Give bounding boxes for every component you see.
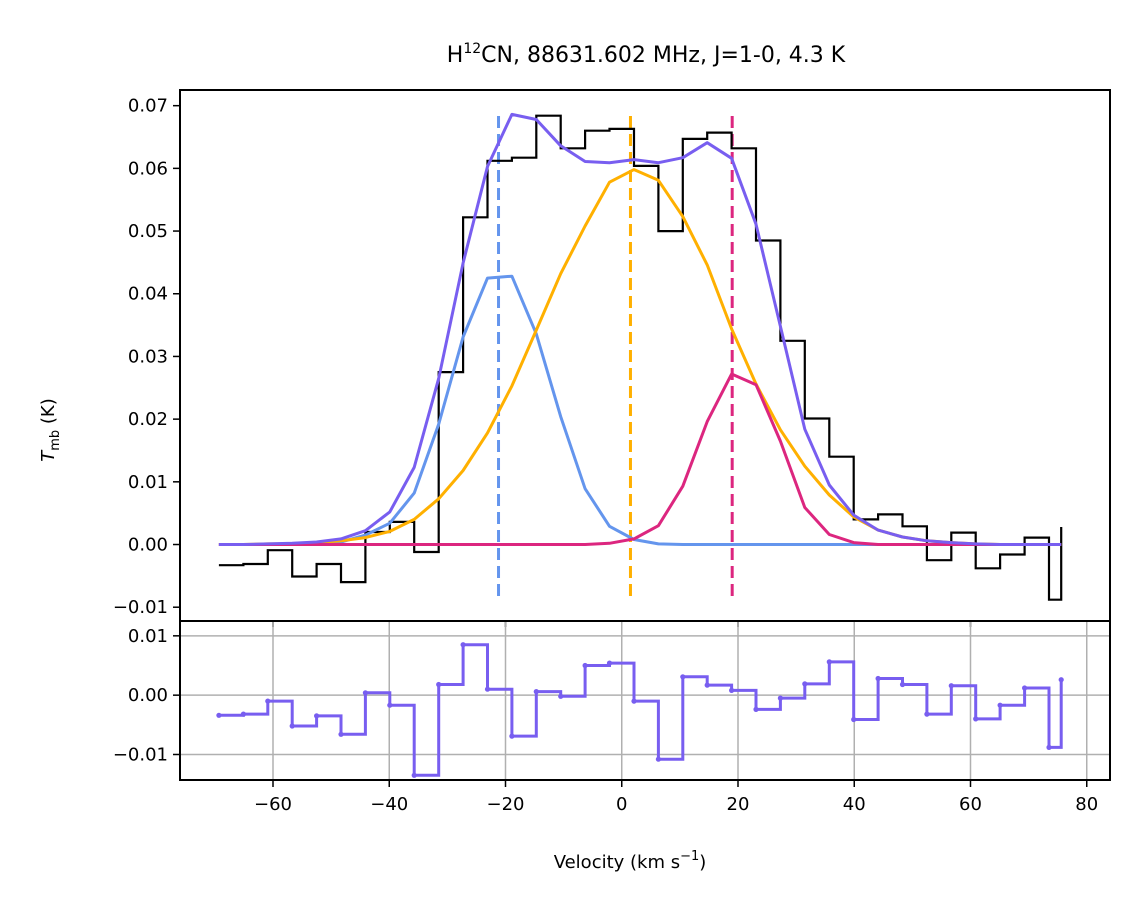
- residual-point: [899, 681, 906, 688]
- residual-y-tick-label: 0.00: [128, 685, 168, 706]
- component-3-line: [218, 372, 1062, 546]
- y-axis-label: Tmb (K): [38, 398, 63, 462]
- residual-ticks: −0.01 0.00 0.01 −60 −40 −20 0 20 40 60 80: [113, 626, 1098, 815]
- residual-point: [460, 642, 466, 648]
- x-tick-label: −20: [487, 794, 525, 815]
- center-velocity-lines: [497, 116, 734, 596]
- residual-point: [582, 662, 588, 669]
- residual-point: [875, 675, 881, 682]
- residual-point: [680, 674, 686, 680]
- top-y-tick-label: 0.04: [128, 284, 168, 305]
- residual-point: [509, 733, 515, 739]
- residual-point: [973, 716, 979, 722]
- component-1-line: [218, 274, 1062, 546]
- residual-point: [802, 681, 808, 687]
- residual-y-tick-label: 0.01: [128, 626, 168, 647]
- residual-point: [411, 772, 417, 778]
- residual-point: [631, 698, 637, 704]
- residual-point: [606, 660, 613, 666]
- top-y-tick-label: 0.03: [128, 346, 168, 367]
- residual-point: [362, 690, 368, 696]
- residual-line: [218, 643, 1063, 777]
- residual-point: [1058, 677, 1064, 683]
- top-series: [218, 112, 1063, 601]
- residual-point: [265, 698, 271, 704]
- top-panel: −0.01 0.00 0.01 0.02 0.03 0.04 0.05 0.06 0.07 Tm…: [38, 89, 1111, 627]
- x-tick-label: −40: [370, 794, 408, 815]
- residual-point: [240, 711, 246, 717]
- residual-point: [289, 723, 295, 729]
- x-tick-label: 60: [959, 794, 982, 815]
- residual-point: [729, 687, 735, 694]
- x-tick-label: 0: [616, 794, 627, 815]
- x-tick-label: 80: [1075, 794, 1098, 815]
- top-y-ticks: −0.01 0.00 0.01 0.02 0.03 0.04 0.05 0.06 0.07: [113, 96, 1088, 627]
- observed-spectrum: [218, 114, 1063, 601]
- chart-title: H12CN, 88631.602 MHz, J=1-0, 4.3 K: [447, 41, 846, 68]
- residual-y-tick-label: −0.01: [113, 744, 168, 765]
- x-tick-label: 40: [843, 794, 866, 815]
- residual-point: [484, 686, 491, 692]
- residual-point: [826, 659, 832, 665]
- residual-point: [753, 706, 759, 713]
- x-tick-label: −60: [254, 794, 292, 815]
- top-y-tick-label: 0.01: [128, 472, 168, 493]
- residual-point: [777, 695, 784, 701]
- top-y-tick-label: 0.00: [128, 535, 168, 556]
- top-y-tick-label: 0.06: [128, 158, 168, 179]
- residual-point: [704, 682, 710, 688]
- top-y-tick-label: 0.07: [128, 96, 168, 117]
- residual-point: [387, 702, 393, 708]
- residual-point: [216, 712, 222, 718]
- residual-point: [533, 689, 539, 695]
- residual-panel: −0.01 0.00 0.01 −60 −40 −20 0 20 40 60 80 Velocity…: [113, 620, 1111, 873]
- residual-point: [948, 683, 954, 689]
- residual-plot-frame: [179, 620, 1111, 781]
- x-tick-label: 20: [727, 794, 750, 815]
- total-fit-line: [218, 112, 1062, 546]
- residual-point: [314, 713, 320, 719]
- top-y-tick-label: −0.01: [113, 597, 168, 618]
- residual-point: [851, 716, 857, 723]
- residual-point: [436, 681, 442, 688]
- top-y-tick-label: 0.05: [128, 221, 168, 242]
- residual-point: [1046, 744, 1052, 751]
- residual-point: [924, 711, 930, 717]
- residual-series: [216, 642, 1064, 778]
- residual-point: [338, 731, 344, 737]
- residual-point: [655, 756, 662, 762]
- residual-point: [1022, 685, 1028, 691]
- residual-point: [558, 693, 564, 699]
- component-2-line: [218, 168, 1062, 546]
- top-y-tick-label: 0.02: [128, 409, 168, 430]
- x-axis-label: Velocity (km s−1): [554, 849, 707, 873]
- residual-point: [997, 702, 1003, 708]
